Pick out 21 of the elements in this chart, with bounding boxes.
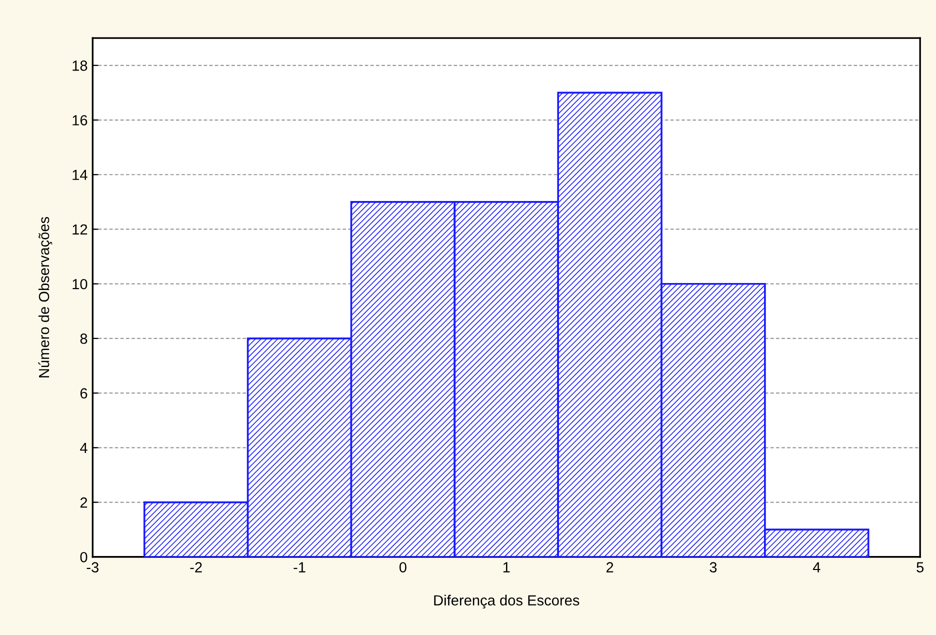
x-tick-label: -3 (86, 562, 99, 572)
y-tick-label: 6 (80, 388, 88, 398)
x-tick-label: -2 (190, 562, 202, 572)
y-tick-label: 10 (72, 278, 88, 290)
x-tick-label: 1 (503, 562, 510, 572)
y-tick-label: 2 (80, 497, 88, 508)
y-tick-label: 12 (72, 224, 88, 235)
y-axis-title: Número de Observações (38, 216, 52, 378)
y-tick-label: 0 (80, 552, 88, 562)
x-tick-label: 3 (710, 562, 717, 572)
y-tick-label: 4 (80, 442, 88, 453)
x-tick-label: -1 (294, 562, 306, 572)
x-tick-label: 5 (916, 562, 924, 572)
x-tick-label: 0 (399, 562, 406, 572)
y-tick-label: 8 (80, 334, 88, 344)
y-tick-label: 14 (72, 170, 88, 180)
y-tick-label: 18 (72, 60, 88, 71)
y-tick-label: 16 (72, 115, 88, 126)
x-axis-title: Diferença dos Escores (434, 594, 580, 608)
x-tick-label: 4 (812, 562, 820, 572)
x-tick-label: 2 (606, 562, 614, 572)
